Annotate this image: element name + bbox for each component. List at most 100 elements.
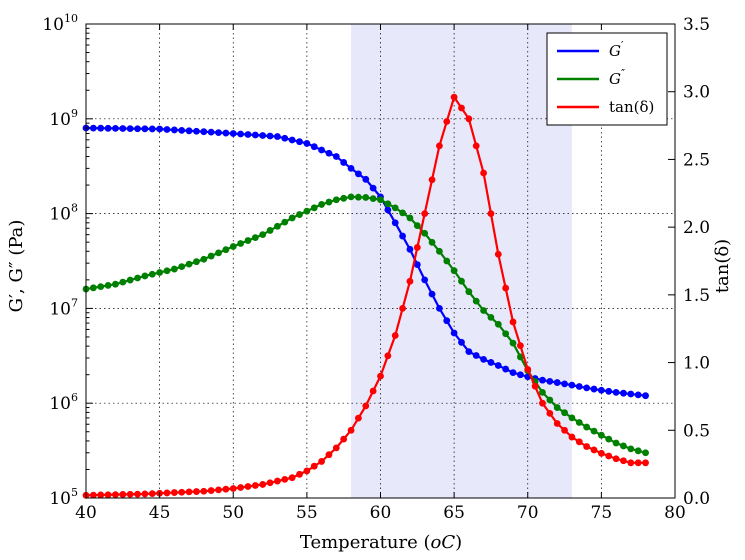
series-0-point — [583, 384, 591, 392]
series-2-point — [627, 459, 635, 467]
series-1-point — [539, 388, 546, 396]
series-1-point — [185, 260, 193, 268]
series-0-point — [516, 371, 524, 379]
series-2-point — [355, 414, 362, 422]
series-0-point — [281, 134, 289, 142]
series-2-point — [436, 142, 443, 150]
series-0-point — [303, 140, 311, 147]
series-1-point — [134, 274, 141, 282]
series-1-point — [487, 313, 495, 321]
series-2-point — [406, 277, 414, 285]
legend-label-1: G″ — [609, 67, 625, 88]
series-2-point — [170, 489, 178, 496]
y-axis-left-label: G′, G″ (Pa) — [6, 220, 27, 313]
series-2-point — [634, 459, 642, 467]
series-0-point — [340, 159, 348, 166]
series-1-point — [296, 211, 303, 218]
series-0-point — [259, 132, 267, 139]
series-2-point — [148, 490, 156, 497]
series-1-point — [384, 200, 392, 208]
series-0-point — [472, 352, 480, 359]
series-0-point — [126, 125, 134, 133]
series-1-point — [620, 442, 627, 450]
legend: G′ G″ tan(δ) — [546, 32, 668, 126]
series-1-point — [399, 209, 406, 217]
x-tick-label: 40 — [75, 503, 97, 523]
series-2-point — [509, 318, 517, 326]
series-2-point — [281, 475, 289, 483]
series-1-point — [244, 237, 252, 244]
y-left-tick-label: 107 — [49, 296, 78, 319]
series-1-point — [215, 249, 222, 257]
series-0-point — [296, 138, 303, 146]
series-0-point — [627, 390, 635, 398]
series-1-point — [310, 204, 318, 212]
series-2-point — [89, 491, 97, 499]
series-1-point — [340, 194, 348, 202]
series-2-point — [458, 104, 465, 112]
y-right-tick-label: 1.5 — [683, 286, 710, 306]
series-0-point — [97, 124, 105, 132]
series-0-point — [546, 377, 554, 385]
series-1-point — [141, 272, 149, 280]
series-2-point — [421, 210, 429, 218]
y-left-tick-label: 105 — [49, 486, 78, 509]
series-0-point — [465, 348, 473, 356]
series-2-point — [516, 342, 524, 350]
series-0-point — [318, 146, 325, 154]
series-0-point — [487, 359, 495, 366]
series-1-point — [126, 276, 134, 284]
series-2-point — [561, 426, 568, 434]
y-right-tick-label: 1.0 — [683, 354, 710, 374]
series-0-point — [443, 317, 451, 325]
series-2-point — [193, 488, 200, 495]
series-1-point — [443, 257, 451, 265]
series-0-point — [347, 164, 355, 172]
series-1-point — [178, 263, 186, 271]
series-2-point — [443, 118, 451, 125]
series-0-point — [141, 125, 149, 133]
series-0-point — [502, 365, 510, 373]
series-0-point — [450, 329, 458, 337]
series-1-point — [200, 255, 208, 263]
series-1-point — [612, 439, 620, 447]
series-1-point — [251, 234, 259, 241]
series-1-point — [222, 246, 230, 254]
series-2-point — [502, 284, 510, 292]
series-0-point — [178, 126, 186, 134]
series-1-point — [575, 419, 583, 426]
series-0-point — [200, 128, 208, 136]
series-2-point — [620, 457, 627, 465]
series-1-point — [97, 283, 105, 291]
series-1-point — [377, 196, 384, 204]
series-1-point — [288, 214, 296, 222]
series-2-point — [583, 443, 591, 450]
series-2-point — [340, 435, 348, 443]
series-1-point — [193, 258, 200, 266]
series-1-point — [119, 278, 127, 286]
series-2-point — [112, 491, 119, 499]
series-2-point — [472, 142, 480, 150]
series-2-point — [377, 372, 384, 380]
series-0-point — [193, 127, 200, 135]
y-left-tick-label: 106 — [49, 391, 78, 414]
series-0-point — [89, 124, 97, 132]
series-1-point — [516, 353, 524, 361]
series-0-point — [421, 276, 429, 284]
series-0-point — [413, 261, 421, 268]
y-right-tick-label: 3.0 — [683, 83, 710, 103]
series-1-point — [406, 214, 414, 222]
series-0-point — [634, 391, 642, 399]
series-1-point — [428, 238, 436, 246]
series-1-point — [561, 409, 568, 417]
series-0-point — [156, 125, 164, 133]
series-2-point — [642, 459, 649, 467]
series-1-point — [112, 280, 119, 288]
series-1-point — [627, 445, 635, 453]
series-2-point — [539, 399, 546, 407]
series-1-point — [237, 240, 245, 247]
series-2-point — [391, 332, 399, 339]
series-2-point — [413, 244, 421, 251]
series-0-point — [112, 125, 119, 132]
